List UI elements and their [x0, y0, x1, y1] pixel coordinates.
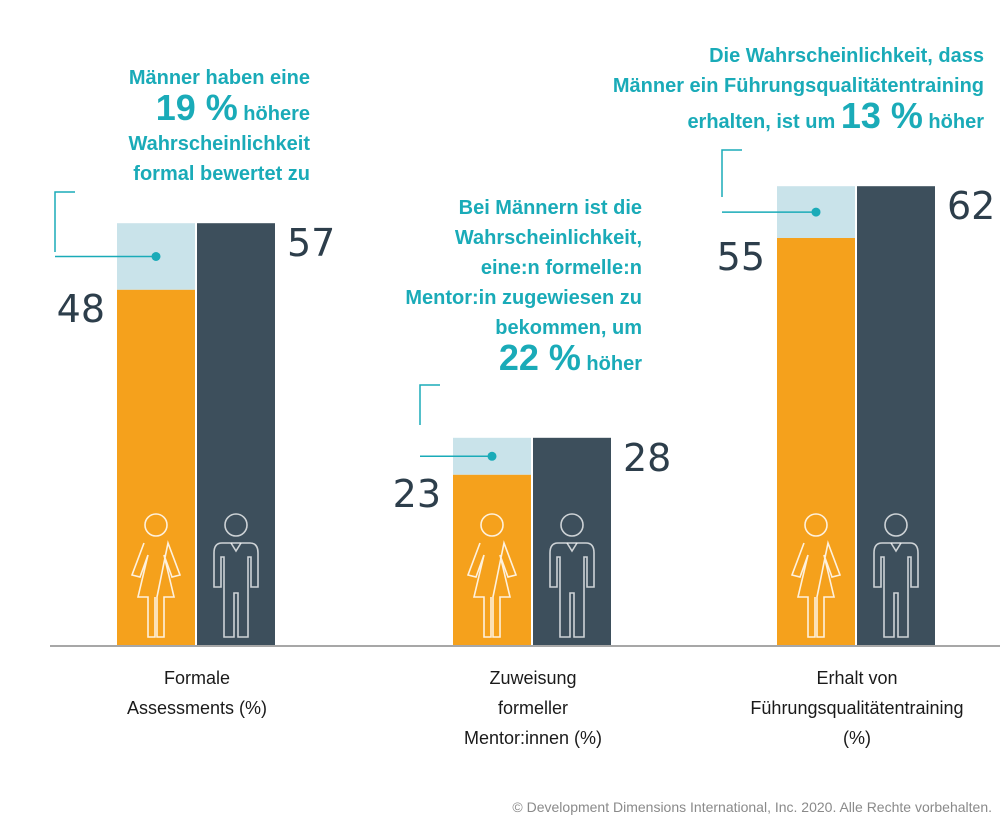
callout-text-part: erhalten, ist um	[687, 111, 841, 133]
callout-text-part: höher	[580, 353, 642, 375]
woman-icon	[466, 513, 518, 638]
callout-line-highlight: 19 % höhere	[128, 90, 310, 129]
category-label-line: Zuweisung	[489, 668, 577, 688]
category-label-0: Formale Assessments (%)	[97, 663, 297, 723]
bar-men-0	[197, 223, 275, 645]
callout-connector-2	[721, 149, 742, 197]
category-label-line: Erhalt von	[816, 668, 898, 688]
callout-line: Die Wahrscheinlichkeit, dass	[709, 45, 984, 67]
callout-text-1: Bei Männern ist die Wahrscheinlichkeit, ei…	[405, 193, 642, 379]
callout-line: eine:n formelle:n	[480, 257, 642, 279]
woman-icon	[130, 513, 182, 638]
callout-line: Männer ein Führungsqualitätentraining	[612, 75, 984, 97]
category-label-1: Zuweisung formeller Mentor:innen (%)	[433, 663, 633, 753]
callout-line-highlight: 22 % höher	[405, 340, 642, 379]
callout-line: Mentor:in zugewiesen zu	[405, 287, 642, 309]
category-label-2: Erhalt von Führungsqualitätentraining (%)	[717, 663, 997, 753]
bar-women-1	[453, 474, 531, 645]
callout-line: Wahrscheinlichkeit,	[454, 227, 642, 249]
callout-text-part: höhere	[237, 103, 310, 125]
value-label-men-0: 57	[287, 221, 335, 265]
category-label-line: Formale	[163, 668, 230, 688]
value-label-women-0: 48	[57, 287, 105, 331]
bar-men-1	[533, 437, 611, 645]
bar-women-2	[777, 238, 855, 645]
bar-women-0	[117, 289, 195, 645]
callout-percentage: 22 %	[498, 337, 581, 378]
value-label-women-2: 55	[717, 235, 765, 279]
callout-text-part: höher	[922, 111, 984, 133]
category-label-line: (%)	[843, 728, 871, 748]
callout-connector-0	[54, 191, 75, 252]
woman-icon	[790, 513, 842, 638]
man-icon	[873, 513, 919, 638]
callout-percentage: 19 %	[155, 87, 238, 128]
category-label-line: Führungsqualitätentraining	[750, 698, 964, 718]
callout-line-highlight: erhalten, ist um 13 % höher	[613, 98, 984, 137]
copyright-notice: © Development Dimensions International, …	[512, 799, 992, 815]
callout-percentage: 13 %	[840, 95, 923, 136]
callout-text-0: Männer haben eine 19 % höhere Wahrscheinli…	[128, 63, 310, 189]
callout-line: bekommen, um	[495, 317, 642, 339]
value-label-women-1: 23	[393, 472, 441, 516]
callout-line: Wahrscheinlichkeit	[128, 133, 310, 155]
callout-line: formal bewertet zu	[133, 163, 310, 185]
category-label-line: Mentor:innen (%)	[463, 728, 603, 748]
callout-connector-1	[419, 384, 440, 425]
callout-dot-2	[811, 207, 821, 217]
callout-line: Bei Männern ist die	[458, 197, 642, 219]
man-icon	[549, 513, 595, 638]
callout-line: Männer haben eine	[128, 67, 310, 89]
category-label-line: Assessments (%)	[126, 698, 268, 718]
value-label-men-2: 62	[947, 184, 995, 228]
category-label-line: formeller	[497, 698, 568, 718]
callout-dot-0	[151, 252, 161, 261]
bar-men-2	[857, 186, 935, 645]
callout-text-2: Die Wahrscheinlichkeit, dass Männer ein F…	[613, 41, 984, 137]
man-icon	[213, 513, 259, 638]
value-label-men-1: 28	[623, 436, 671, 480]
callout-dot-1	[487, 451, 497, 461]
